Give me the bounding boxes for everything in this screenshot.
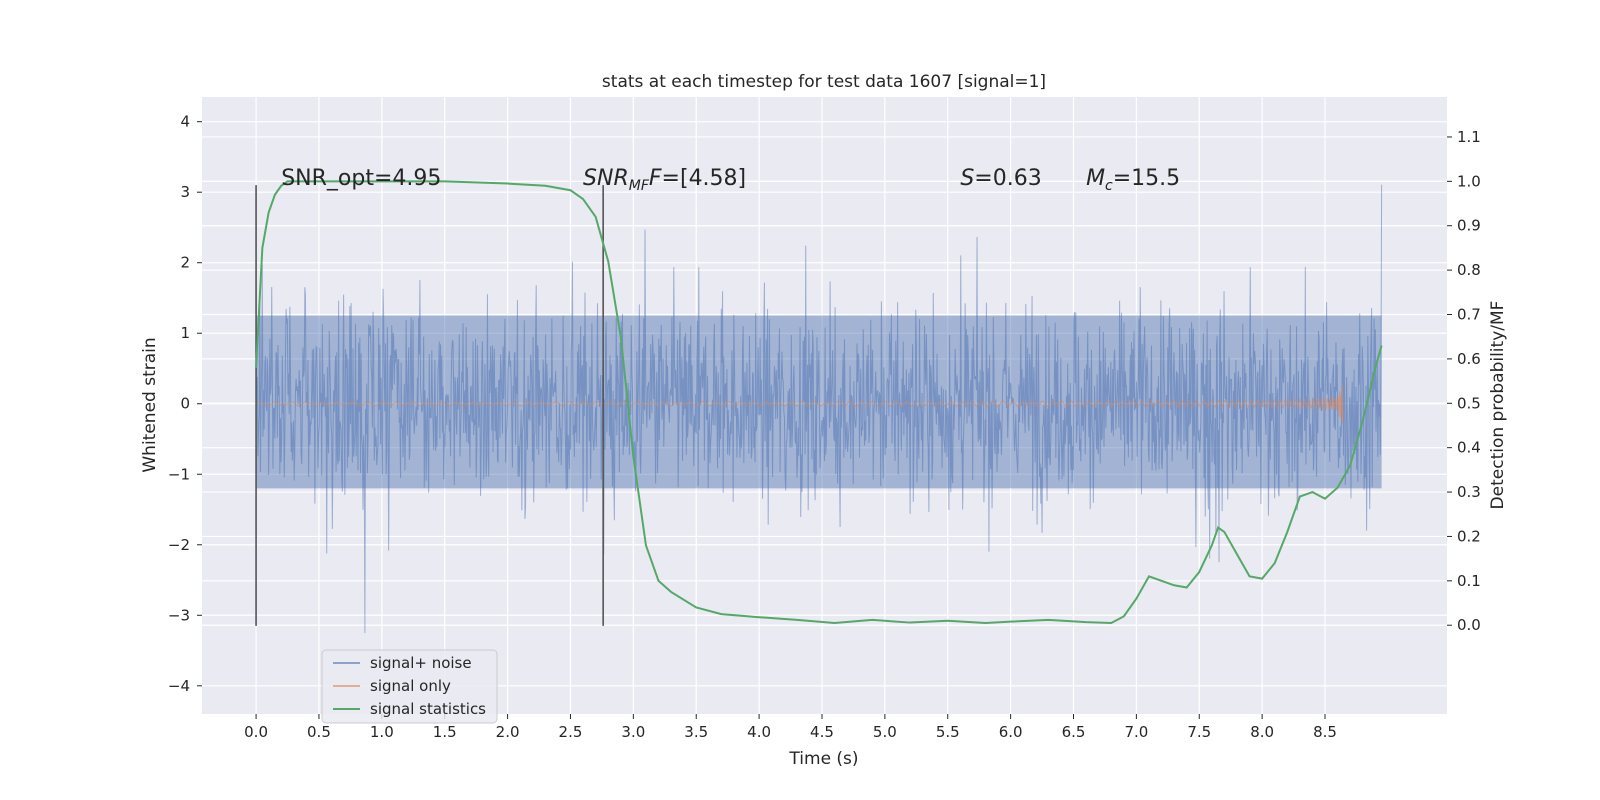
y-axis-label: Whitened strain [140, 337, 160, 472]
right-y-axis-ticks: 0.0 0.1 0.2 0.3 0.4 0.5 0.6 0.7 0.8 0.9 1.0 1.1 [1447, 128, 1481, 634]
x-tick-label: 1.0 [370, 723, 394, 741]
annotation-part: =[4.58] [662, 166, 747, 191]
y-tick-label: 4 [180, 113, 190, 131]
right-y-axis-label: Detection probability/MF [1488, 301, 1508, 510]
x-tick-label: 4.5 [810, 723, 834, 741]
x-tick-label: 5.0 [873, 723, 897, 741]
annotation-part: M [1086, 166, 1105, 191]
right-y-tick-label: 0.0 [1457, 616, 1481, 634]
legend-box [321, 649, 498, 724]
right-y-tick-label: 0.4 [1457, 439, 1481, 457]
y-tick-label: 0 [180, 395, 190, 413]
legend-label-signal-plus-noise: signal+ noise [370, 654, 472, 672]
x-tick-label: 3.5 [684, 723, 708, 741]
y-tick-label: −4 [168, 677, 190, 695]
x-tick-label: 2.0 [496, 723, 520, 741]
annotation-2: S=0.63 [960, 166, 1041, 191]
y-tick-label: 2 [180, 254, 190, 272]
right-y-tick-label: 0.2 [1457, 527, 1481, 545]
right-y-tick-label: 1.0 [1457, 172, 1481, 190]
right-y-tick-label: 0.9 [1457, 217, 1481, 235]
annotation-part: c [1105, 178, 1113, 194]
chart-title: stats at each timestep for test data 160… [602, 72, 1046, 92]
legend: signal+ noise signal only signal statist… [321, 649, 498, 724]
x-tick-label: 8.0 [1250, 723, 1274, 741]
x-tick-label: 4.0 [747, 723, 771, 741]
signal-statistics-series [255, 180, 1383, 625]
x-axis-label: Time (s) [788, 749, 858, 769]
right-y-tick-label: 0.5 [1457, 394, 1481, 412]
annotation-3: Mc=15.5 [1086, 166, 1180, 194]
x-tick-label: 1.5 [433, 723, 457, 741]
annotation-part: =0.63 [974, 166, 1041, 191]
annotation-part: SNR_opt=4.95 [281, 166, 441, 191]
y-axis-ticks: −4 −3 −2 −1 0 1 2 3 4 [168, 113, 202, 695]
x-tick-label: 0.5 [307, 723, 331, 741]
annotation-1: SNRMFF=[4.58] [583, 166, 746, 194]
annotation-part: SNR [583, 166, 629, 191]
x-tick-label: 5.5 [936, 723, 960, 741]
right-y-tick-label: 1.1 [1457, 128, 1481, 146]
x-tick-label: 8.5 [1313, 723, 1337, 741]
annotation-part: =15.5 [1113, 166, 1180, 191]
y-tick-label: 3 [180, 183, 190, 201]
x-tick-label: 7.0 [1124, 723, 1148, 741]
x-tick-label: 6.5 [1062, 723, 1086, 741]
x-tick-label: 3.0 [621, 723, 645, 741]
signal-plus-noise-line [255, 184, 1383, 634]
vertical-markers [255, 185, 604, 626]
x-axis-ticks: 0.0 0.5 1.0 1.5 2.0 2.5 3.0 3.5 4.0 4.5 5.0 5.5 6.0 6… [244, 714, 1337, 741]
x-tick-label: 7.5 [1187, 723, 1211, 741]
right-y-tick-label: 0.1 [1457, 572, 1481, 590]
signal-only-line [255, 383, 1344, 424]
signal-only-series [255, 383, 1344, 424]
x-tick-label: 0.0 [244, 723, 268, 741]
annotation-0: SNR_opt=4.95 [281, 166, 441, 191]
annotation-part: S [960, 166, 974, 191]
right-y-tick-label: 0.7 [1457, 306, 1481, 324]
right-y-tick-label: 0.6 [1457, 350, 1481, 368]
annotation-part: MF [629, 178, 650, 194]
right-y-tick-label: 0.8 [1457, 261, 1481, 279]
y-tick-label: 1 [180, 324, 190, 342]
signal-statistics-line [255, 180, 1383, 625]
y-tick-label: −2 [168, 536, 190, 554]
legend-label-signal-statistics: signal statistics [370, 700, 486, 718]
x-tick-label: 2.5 [559, 723, 583, 741]
annotations: SNR_opt=4.95 SNRMFF=[4.58] S=0.63 Mc=15.5 [281, 166, 1180, 194]
right-y-tick-label: 0.3 [1457, 483, 1481, 501]
y-tick-label: −1 [168, 465, 190, 483]
annotation-part: F [649, 166, 662, 191]
legend-label-signal-only: signal only [370, 677, 451, 695]
x-tick-label: 6.0 [999, 723, 1023, 741]
y-tick-label: −3 [168, 606, 190, 624]
